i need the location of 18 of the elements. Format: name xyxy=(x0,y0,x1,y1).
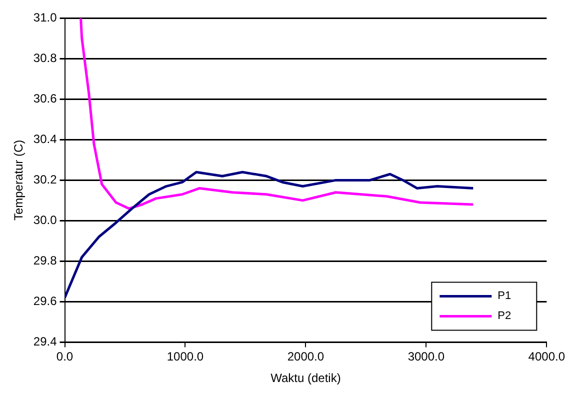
y-axis-title: Temperatur (C) xyxy=(12,140,26,221)
y-tick-label: 30.2 xyxy=(33,172,58,187)
x-axis-title: Waktu (detik) xyxy=(270,371,341,386)
x-tick-label: 4000.0 xyxy=(528,350,566,364)
y-tick-label: 29.4 xyxy=(33,334,58,349)
y-tick-label: 29.6 xyxy=(33,294,58,308)
y-tick-label: 31.0 xyxy=(33,10,58,25)
y-tick-label: 30.4 xyxy=(33,132,58,146)
legend-label: P1 xyxy=(498,290,512,302)
y-tick-label: 30.6 xyxy=(33,92,58,106)
y-tick-label: 29.8 xyxy=(33,254,58,268)
legend-label: P2 xyxy=(498,310,512,322)
x-tick-label: 2000.0 xyxy=(287,350,324,364)
x-tick-label: 3000.0 xyxy=(408,350,445,364)
y-tick-label: 30.0 xyxy=(33,213,58,228)
x-tick-label: 1000.0 xyxy=(166,350,204,364)
y-tick-label: 30.8 xyxy=(33,51,58,66)
x-tick-label: 0.0 xyxy=(56,350,74,364)
